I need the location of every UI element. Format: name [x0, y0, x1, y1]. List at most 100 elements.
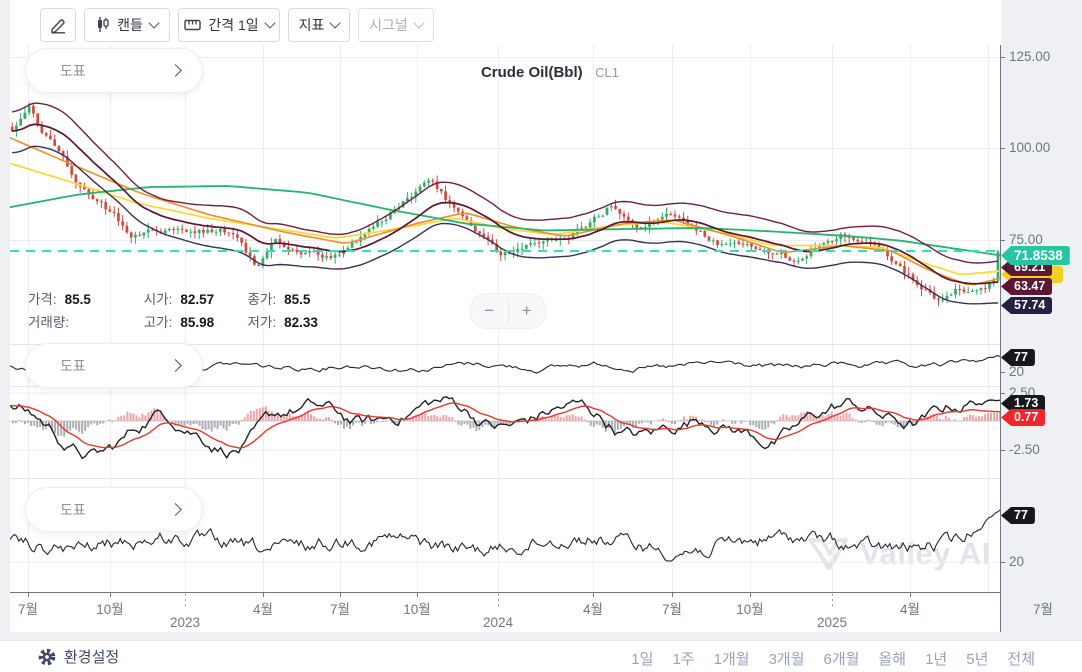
symbol-code: CL1: [595, 65, 620, 80]
indicator-pane-2[interactable]: [10, 386, 1000, 478]
ohlc-info: 가격: 85.5 거래량: 시가: 82.57 고가: 85.98 종가: 85.5 저…: [28, 288, 348, 334]
time-axis-year-label: 2024: [482, 615, 514, 630]
chart-type-button[interactable]: 캔들: [84, 8, 170, 42]
valley-logo-icon: [808, 538, 848, 570]
range-button[interactable]: 3개월: [768, 651, 805, 668]
axis-tick: [1000, 148, 1005, 149]
time-range-selector: 1일 1주 1개월 3개월 6개월 올해 1년 5년 전체: [631, 648, 1035, 669]
axis-tick: [750, 592, 751, 597]
chart-title: Crude Oil(Bbl) CL1: [430, 64, 670, 82]
draw-button[interactable]: [40, 8, 76, 42]
close-label: 종가:: [247, 292, 277, 307]
zoom-in-button[interactable]: +: [509, 294, 546, 328]
settings-button[interactable]: 환경설정: [38, 646, 119, 667]
year-tick-dots: [185, 594, 186, 607]
range-button[interactable]: 올해: [878, 651, 907, 668]
axis-tick: [340, 592, 341, 597]
toolbar: 캔들 간격 1일 지표 시그널: [10, 0, 1001, 45]
zoom-control: − +: [470, 293, 546, 329]
time-axis-month-label: 10월: [736, 602, 764, 617]
axis-tick: [1000, 450, 1005, 451]
indicator-axis-label: 20: [1009, 554, 1025, 569]
vertical-gridline: [110, 45, 111, 592]
indicators-label: 지표: [298, 17, 325, 33]
indicator-axis-label: -2.50: [1009, 442, 1040, 457]
chevron-down-icon: [329, 17, 342, 29]
range-button[interactable]: 1년: [925, 651, 948, 668]
low-value: 82.33: [284, 315, 318, 330]
time-axis-month-label: 7월: [18, 602, 38, 617]
price-value: 85.5: [64, 292, 91, 307]
year-tick-dots: [498, 594, 499, 607]
panel-toggle-label: 도표: [60, 501, 86, 518]
time-axis-line[interactable]: [10, 592, 1001, 593]
zoom-out-button[interactable]: −: [471, 294, 508, 328]
horizontal-gridline: [10, 57, 1000, 58]
vertical-gridline: [28, 45, 29, 592]
axis-tick: [672, 592, 673, 597]
indicator-axis-label: 20: [1009, 364, 1025, 379]
pencil-icon: [50, 18, 65, 33]
panel-toggle-label: 도표: [60, 62, 86, 79]
candlestick-icon: [98, 17, 109, 32]
price-label: 가격:: [28, 292, 57, 307]
axis-tick: [417, 592, 418, 597]
pane-divider[interactable]: [10, 478, 1000, 479]
indicator-value-tag: 1.73: [1001, 395, 1046, 412]
price-axis-line[interactable]: [1000, 45, 1001, 632]
indicator-value-tag: 0.77: [1001, 409, 1046, 426]
time-axis-month-label: 4월: [900, 602, 920, 617]
close-value: 85.5: [284, 292, 311, 307]
low-label: 저가:: [247, 315, 277, 330]
year-tick-dots: [832, 594, 833, 607]
range-button[interactable]: 1주: [672, 651, 695, 668]
range-button[interactable]: 1일: [631, 651, 654, 668]
chevron-down-icon: [148, 17, 160, 29]
vertical-gridline: [593, 45, 594, 592]
price-axis-label: 100.00: [1009, 140, 1051, 155]
price-axis-label: 75.00: [1009, 232, 1043, 247]
indicators-button[interactable]: 지표: [288, 8, 350, 42]
pane-divider[interactable]: [10, 386, 1000, 387]
axis-tick: [263, 592, 264, 597]
time-axis-month-label: 4월: [253, 602, 273, 617]
high-label: 고가:: [143, 315, 173, 330]
time-axis-month-label: 7월: [1033, 602, 1053, 617]
symbol-name: Crude Oil(Bbl): [480, 64, 583, 81]
vertical-gridline: [832, 45, 833, 592]
axis-tick: [1000, 372, 1005, 373]
axis-tick: [1000, 57, 1005, 58]
last-price-dashed-line: [10, 250, 1000, 253]
axis-margin: [1001, 0, 1082, 632]
time-axis-year-label: 2023: [169, 615, 201, 630]
interval-label: 간격 1일: [208, 17, 259, 33]
indicator-pane-3[interactable]: [10, 478, 1000, 592]
time-axis-month-label: 10월: [96, 602, 124, 617]
gear-icon: [38, 648, 56, 665]
range-button[interactable]: 6개월: [823, 651, 860, 668]
vertical-gridline: [750, 45, 751, 592]
range-button[interactable]: 5년: [966, 651, 989, 668]
time-axis-month-label: 7월: [662, 602, 682, 617]
plus-icon: +: [521, 301, 532, 320]
signal-label: 시그널: [369, 17, 408, 33]
price-tag: 57.74: [1001, 297, 1053, 314]
price-tag: 71.8538: [1001, 246, 1070, 265]
axis-tick: [1000, 393, 1005, 394]
range-button[interactable]: 전체: [1007, 651, 1035, 668]
signal-button[interactable]: 시그널: [358, 8, 434, 42]
pane-divider[interactable]: [10, 344, 1000, 345]
interval-button[interactable]: 간격 1일: [178, 8, 280, 42]
panel-toggle-indicator-1[interactable]: 도표: [25, 343, 203, 388]
open-value: 82.57: [180, 292, 215, 307]
vertical-gridline: [672, 45, 673, 592]
axis-tick: [110, 592, 111, 597]
vertical-gridline: [988, 45, 989, 592]
range-button[interactable]: 1개월: [713, 651, 750, 668]
settings-label: 환경설정: [64, 649, 120, 666]
panel-toggle-main[interactable]: 도표: [25, 48, 203, 93]
time-axis-month-label: 4월: [583, 602, 603, 617]
chevron-right-icon: [169, 503, 182, 516]
panel-toggle-indicator-3[interactable]: 도표: [25, 487, 203, 532]
